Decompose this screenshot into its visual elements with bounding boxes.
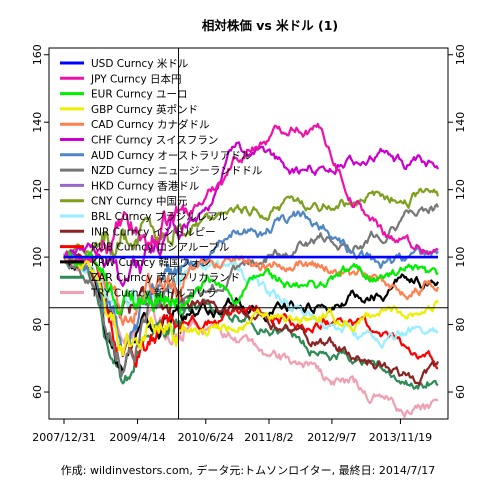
series-line [63,252,439,390]
legend-entry: CNY Curncy 中国元 [91,195,188,208]
legend-entry: TRY Curncy 新トルコリラ [90,287,217,300]
y-tick-label-right: 80 [454,318,467,332]
x-tick-label: 2010/6/24 [178,431,234,444]
y-tick-label-right: 100 [454,247,467,268]
reference-lines [49,48,448,419]
x-tick-label: 2007/12/31 [32,431,95,444]
legend-entry: CAD Curncy カナダドル [91,118,210,131]
chart-caption: 作成: wildinvestors.com, データ元:トムソンロイター, 最終… [61,463,435,477]
x-tick-label: 2011/8/2 [244,431,293,444]
y-tick-label-left: 160 [31,44,44,65]
x-tick-label: 2009/4/14 [109,431,165,444]
legend-entry: EUR Curncy ユーロ [91,89,188,101]
y-tick-label-right: 60 [454,385,467,399]
legend-entry: HKD Curncy 香港ドル [91,180,199,192]
legend: USD Curncy 米ドル JPY Curncy 日本円 EUR Curncy ユ… [60,57,262,300]
series-layer [62,122,440,418]
y-tick-label-left: 140 [31,112,44,133]
y-tick-label-right: 120 [454,179,467,200]
x-tick-label: 2013/11/19 [369,431,432,444]
series-line [62,187,440,260]
y-axis-left: 60 80 100 120 140 160 [31,44,49,399]
legend-entry: ZAR Curncy 南アフリカランド [91,271,240,284]
x-tick-label: 2012/9/7 [307,431,356,444]
series-line [63,250,439,316]
chart-title: 相対株価 vs 米ドル (1) [202,18,338,33]
legend-entry: RUB Curncy ロシアルーブル [91,241,229,254]
legend-entry: BRL Curncy ブラジルレアル [91,210,228,223]
legend-entry: CHF Curncy スイスフラン [91,135,218,147]
y-tick-label-left: 80 [31,318,44,332]
plot-frame [48,47,449,420]
y-axis-right: 60 80 100 120 140 160 [448,44,467,399]
legend-entry: NZD Curncy ニュージーランドドル [91,165,262,177]
series-line [62,122,439,264]
series-line [63,252,439,357]
legend-entry: KRW Curncy 韓国ウォン [91,257,211,269]
y-tick-label-left: 60 [31,385,44,399]
legend-entry: GBP Curncy 英ポンド [91,103,198,116]
legend-entry: JPY Curncy 日本円 [90,72,182,85]
series-line [63,253,440,326]
y-tick-label-right: 140 [454,112,467,133]
legend-entry: AUD Curncy オーストラリアドル [91,150,251,162]
legend-entry: INR Curncy インドルピー [91,226,216,238]
y-tick-label-right: 160 [454,44,467,65]
x-axis: 2007/12/31 2009/4/14 2010/6/24 2011/8/2 2012… [32,419,432,444]
y-tick-label-left: 100 [31,247,44,268]
legend-entry: USD Curncy 米ドル [91,57,188,70]
y-tick-label-left: 120 [31,179,44,200]
series-line [63,141,440,287]
